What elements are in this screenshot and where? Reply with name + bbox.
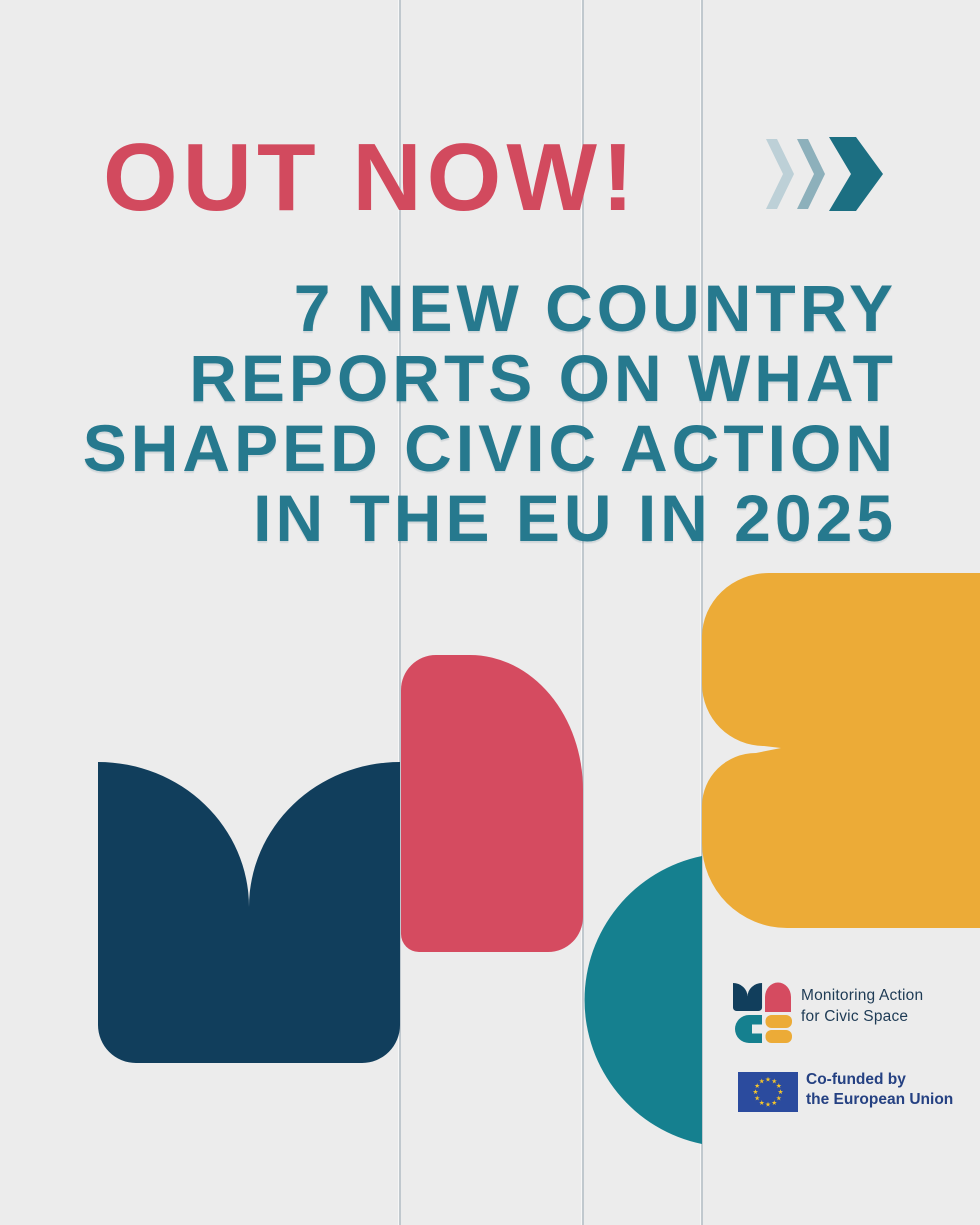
out-now-badge: OUT NOW!	[103, 124, 639, 231]
headline-line-3: SHAPED CIVIC ACTION	[82, 411, 897, 485]
headline-line-2: REPORTS ON WHAT	[189, 341, 897, 415]
brand-name: Monitoring Action for Civic Space	[801, 985, 923, 1027]
eu-funding-line-2: the European Union	[806, 1091, 954, 1108]
navy-book-shape	[98, 762, 400, 1063]
eu-flag-icon	[738, 1072, 798, 1112]
macs-logo-icon	[733, 982, 792, 1043]
logo-teal-c	[735, 1015, 762, 1043]
eu-funding-line-1: Co-funded by	[806, 1071, 906, 1088]
headline-line-4: IN THE EU IN 2025	[253, 481, 897, 555]
brand-name-line-2: for Civic Space	[801, 1008, 909, 1025]
chevron-dark	[829, 137, 883, 211]
eu-funding-label: Co-funded by the European Union	[806, 1070, 953, 1110]
column-guide-lines	[398, 0, 703, 1225]
brand-name-line-1: Monitoring Action	[801, 987, 924, 1004]
logo-red-arch	[765, 982, 791, 1012]
headline-line-1: 7 NEW COUNTRY	[293, 271, 897, 345]
logo-yellow-s-top	[765, 1015, 792, 1028]
logo-teal-c-notch	[752, 1024, 763, 1034]
teal-half-disc-shape	[584, 856, 702, 1144]
headline: 7 NEW COUNTRY REPORTS ON WHAT SHAPED CIV…	[83, 273, 897, 553]
yellow-three-shape	[702, 573, 980, 928]
logo-yellow-s-bottom	[765, 1030, 792, 1043]
chevron-medium	[797, 139, 825, 209]
chevron-light	[766, 139, 794, 209]
triple-chevron-right-icon	[766, 137, 883, 211]
red-arch-shape	[401, 655, 583, 952]
